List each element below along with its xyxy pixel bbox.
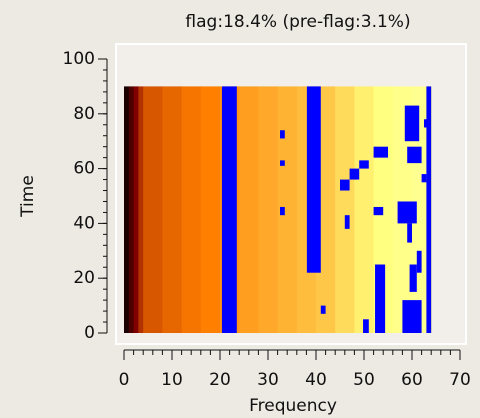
heatmap-cell: [200, 86, 221, 334]
x-tick-label: 30: [257, 370, 279, 390]
x-tick-label: 20: [209, 370, 231, 390]
x-tick-label: 40: [305, 370, 327, 390]
flag-region: [280, 206, 285, 216]
y-tick-label: 0: [84, 323, 95, 343]
x-tick-label: 10: [161, 370, 183, 390]
x-tick-label: 70: [449, 370, 471, 390]
y-tick-label: 80: [73, 104, 95, 124]
flag-region: [421, 174, 427, 183]
heatmap-cell: [277, 86, 298, 334]
y-tick-label: 60: [73, 159, 95, 179]
flag-region: [340, 179, 350, 191]
flag-region: [363, 319, 369, 333]
y-axis-label: Time: [18, 175, 38, 218]
flag-region: [416, 250, 422, 273]
heatmap-cell: [143, 86, 163, 334]
y-tick-label: 20: [73, 268, 95, 288]
heatmap-cell: [138, 86, 144, 334]
x-tick-label: 60: [401, 370, 423, 390]
x-tick-label: 50: [353, 370, 375, 390]
heatmap-cell: [128, 86, 135, 334]
flag-region: [402, 300, 422, 333]
flag-region: [344, 215, 350, 229]
flag-region: [221, 86, 237, 334]
flag-region: [375, 264, 386, 333]
flag-region: [306, 86, 321, 273]
flag-region: [424, 119, 429, 128]
flag-region: [349, 168, 360, 180]
flag-region: [320, 305, 326, 314]
flag-region: [397, 201, 417, 224]
heatmap-cell: [335, 86, 355, 334]
heatmap-cell: [162, 86, 183, 334]
chart-title: flag:18.4% (pre-flag:3.1%): [185, 12, 410, 32]
flag-region: [280, 160, 285, 166]
heatmap-cell: [258, 86, 279, 334]
heatmap-cell: [316, 86, 336, 334]
flag-region: [407, 146, 422, 164]
heatmap-cell: [354, 86, 375, 334]
flag-region: [373, 146, 388, 158]
heatmap-cell: [181, 86, 202, 334]
flag-region: [407, 223, 412, 243]
heatmap-cell: [239, 86, 259, 334]
x-axis-label: Frequency: [249, 396, 337, 416]
heatmap-cell: [124, 86, 130, 334]
flag-region: [409, 264, 417, 292]
y-tick-label: 40: [73, 213, 95, 233]
flag-region: [373, 206, 384, 216]
x-tick-label: 0: [119, 370, 130, 390]
y-tick-label: 100: [63, 49, 95, 69]
flag-region: [359, 160, 369, 169]
heatmap-cell: [133, 86, 139, 334]
flag-region: [426, 86, 432, 334]
flag-region: [404, 105, 420, 142]
flag-region: [280, 130, 285, 139]
